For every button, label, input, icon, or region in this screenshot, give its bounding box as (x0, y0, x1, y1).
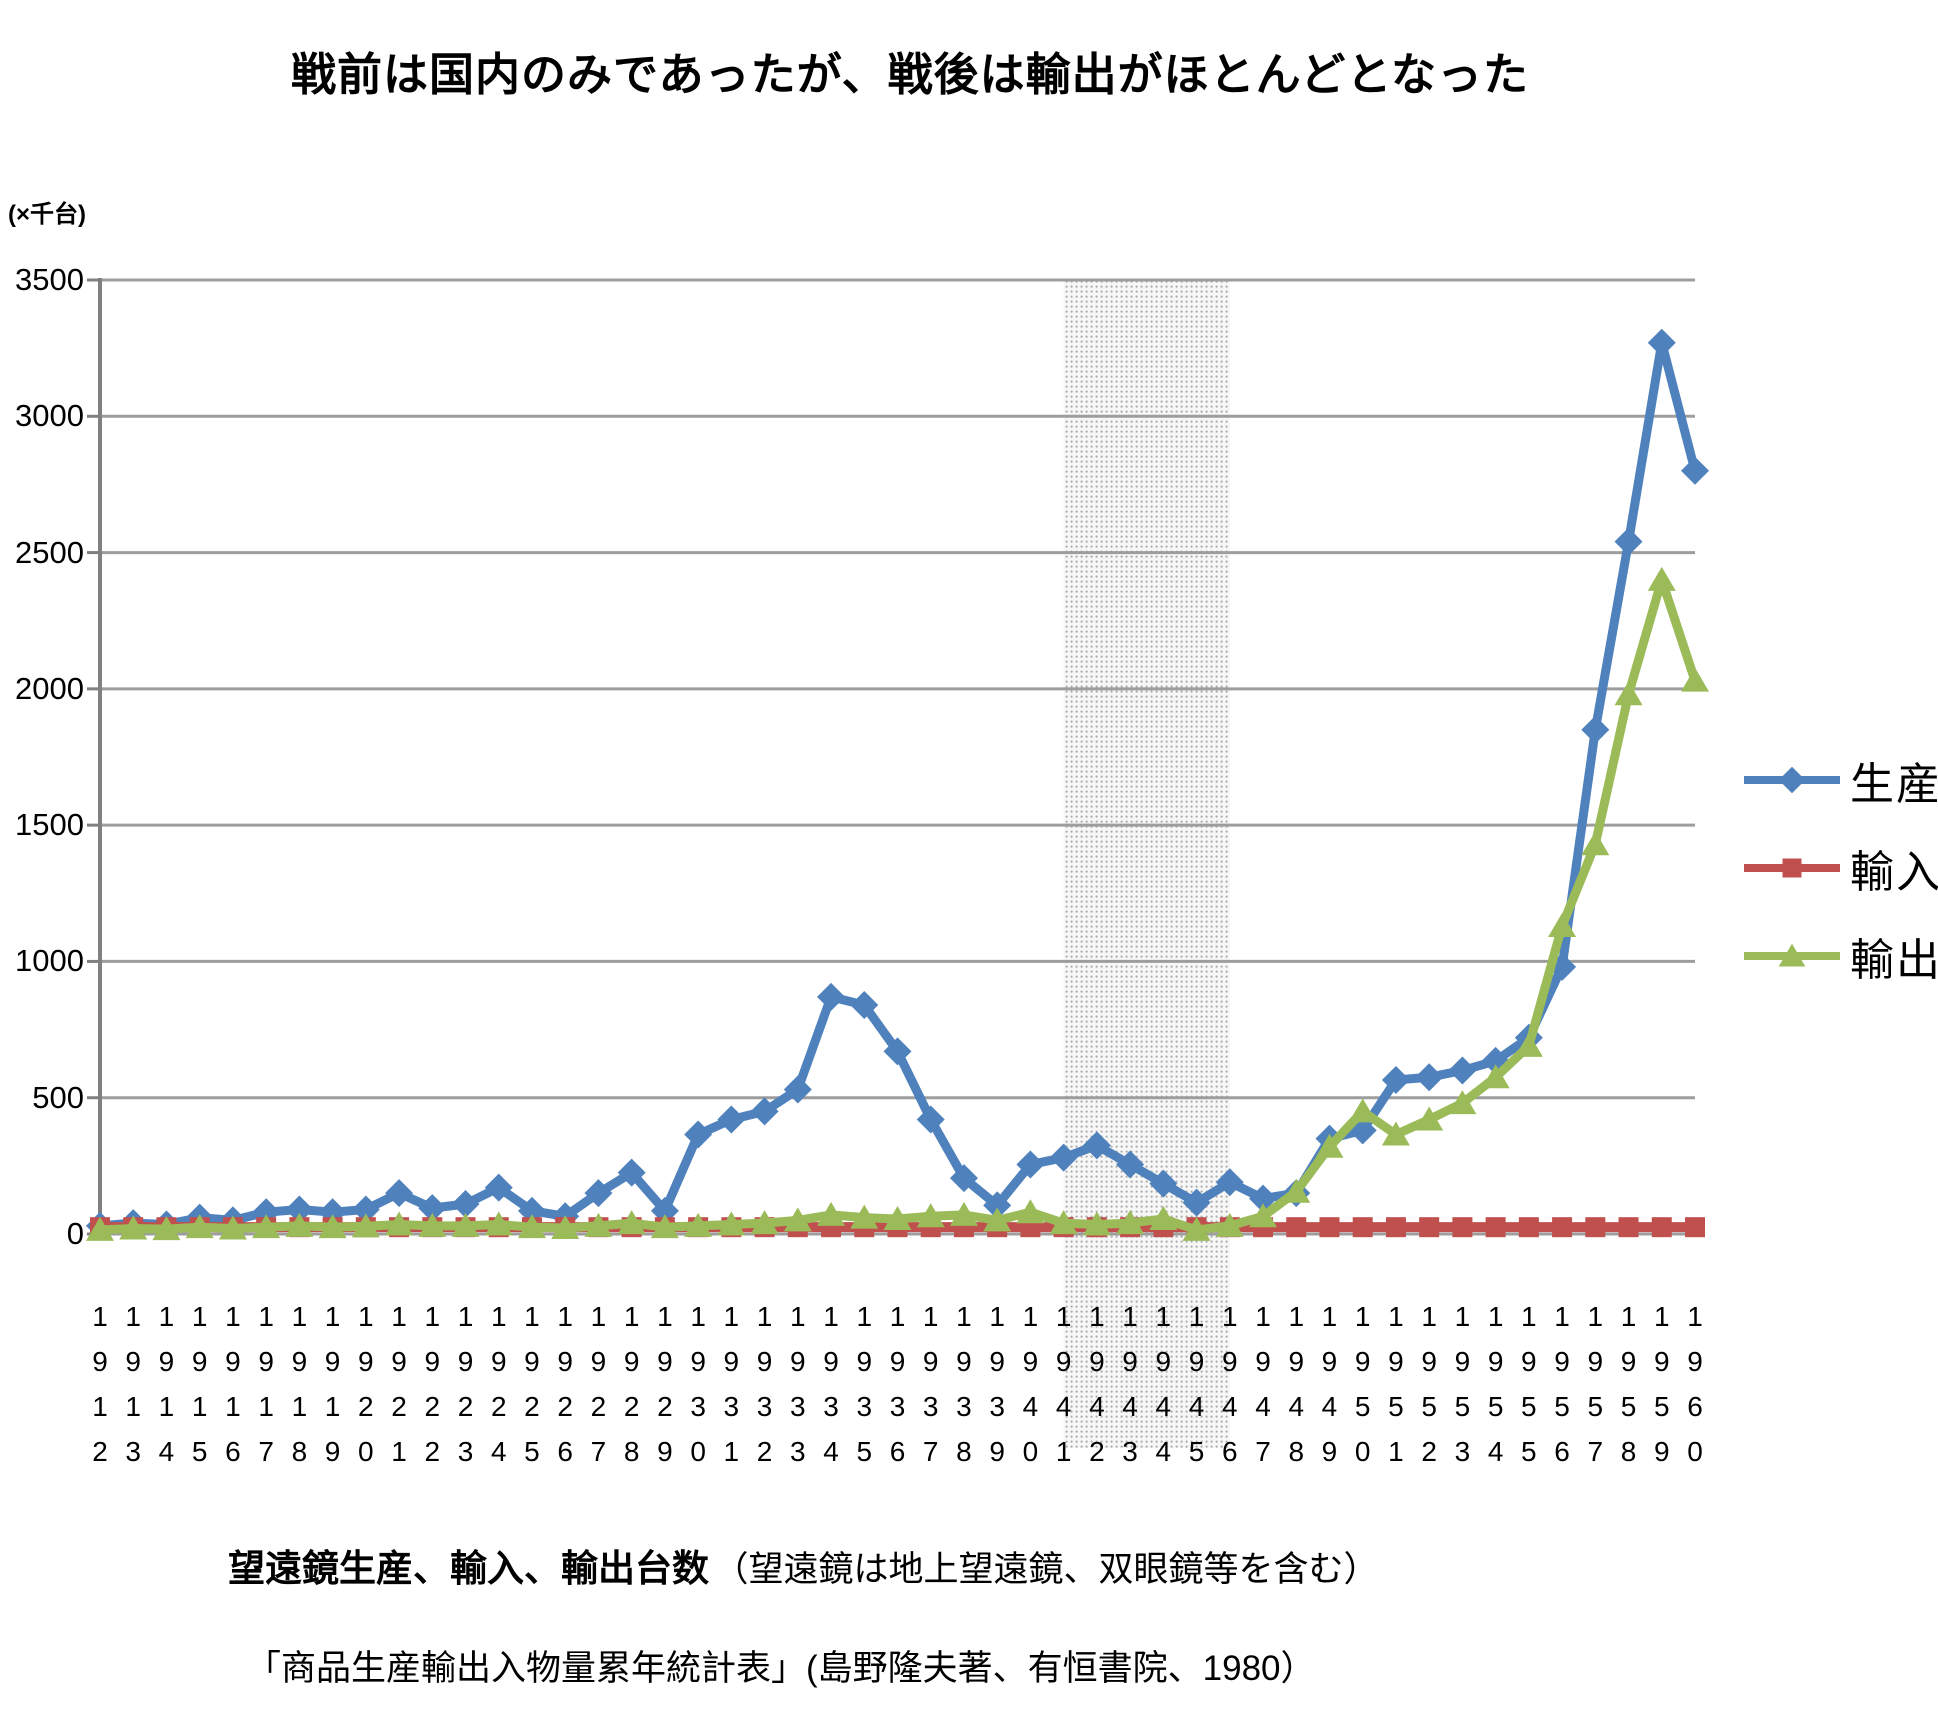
war-years-shaded-band (1063, 280, 1230, 1448)
caption-note: （望遠鏡は地上望遠鏡、双眼鏡等を含む） (713, 1550, 1379, 1589)
export-line-triangle-icon (1744, 943, 1840, 967)
y-tick-label: 500 (32, 1079, 84, 1115)
legend-item-export: 輸出 (1742, 928, 1938, 985)
legend-item-production: 生産 (1742, 752, 1938, 809)
y-tick-label: 1000 (15, 943, 84, 979)
y-tick-label: 2000 (15, 670, 84, 706)
legend-label-export: 輸出 (1850, 936, 1938, 985)
import-line-square-icon (1744, 858, 1840, 878)
chart-caption: 望遠鏡生産、輸入、輸出台数 （望遠鏡は地上望遠鏡、双眼鏡等を含む） (228, 1538, 1378, 1592)
production-line-diamond-icon (1744, 766, 1840, 794)
legend-label-import: 輸入 (1850, 848, 1938, 897)
y-tick-label: 2500 (15, 534, 84, 570)
caption-main: 望遠鏡生産、輸入、輸出台数 (228, 1548, 709, 1589)
y-axis-unit-label: (×千台) (8, 201, 86, 228)
legend-item-import: 輸入 (1742, 840, 1938, 897)
y-tick-label: 3500 (15, 262, 84, 297)
data-series (86, 328, 1709, 1241)
y-tick-label: 0 (66, 1216, 84, 1251)
y-tick-label: 1500 (15, 807, 84, 843)
legend: 生産 輸入 輸出 (1742, 752, 1938, 1016)
legend-label-production: 生産 (1850, 760, 1938, 809)
y-tick-label: 3000 (15, 398, 84, 434)
source-citation: 「商品生産輸出入物量累年統計表」(島野隆夫著、有恒書院、1980） (246, 1649, 1316, 1688)
gridlines (87, 278, 1695, 1236)
chart-title: 戦前は国内のみであったが、戦後は輸出がほとんどとなった (291, 49, 1529, 100)
